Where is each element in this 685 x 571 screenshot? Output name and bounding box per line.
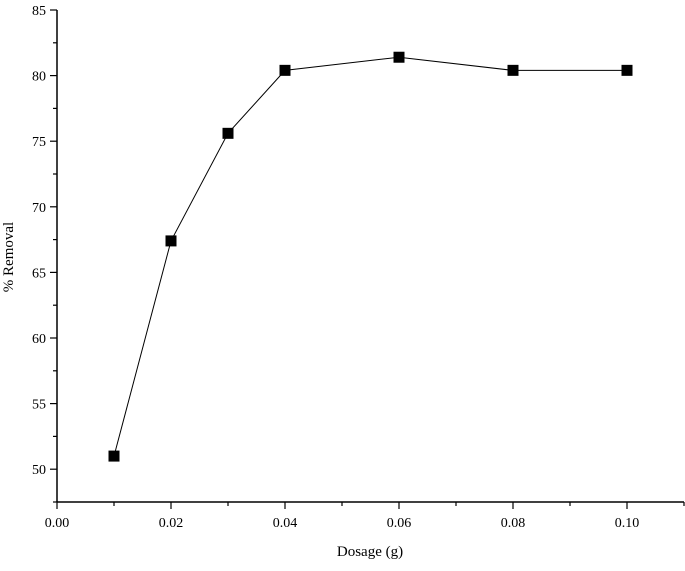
y-tick-label: 60 — [32, 332, 46, 347]
x-tick-label: 0.04 — [273, 516, 298, 531]
x-axis-title: Dosage (g) — [337, 544, 403, 560]
data-point-marker — [108, 450, 120, 462]
y-tick-label: 50 — [32, 463, 46, 478]
data-point-marker — [621, 64, 633, 76]
data-point-marker — [507, 64, 519, 76]
data-point-marker — [165, 235, 177, 247]
y-tick-label: 55 — [32, 398, 46, 413]
y-tick-label: 75 — [32, 135, 46, 150]
data-series — [108, 51, 633, 462]
x-tick-label: 0.00 — [45, 516, 70, 531]
x-tick-label: 0.02 — [159, 516, 184, 531]
ticks: 0.00 0.02 0.04 0.06 0.08 0.10 50 55 60 65 70 75 80 85 — [32, 4, 685, 531]
series-line — [113, 56, 627, 457]
axes — [56, 10, 684, 503]
y-tick-label: 85 — [32, 4, 46, 19]
y-tick-label: 80 — [32, 70, 46, 85]
data-point-marker — [279, 64, 291, 76]
x-tick-label: 0.10 — [615, 516, 640, 531]
data-point-marker — [393, 51, 405, 63]
data-point-marker — [222, 127, 234, 139]
y-tick-label: 65 — [32, 266, 46, 281]
y-tick-label: 70 — [32, 201, 46, 216]
x-tick-label: 0.08 — [501, 516, 526, 531]
x-tick-label: 0.06 — [387, 516, 412, 531]
y-axis-title: % Removal — [1, 222, 17, 292]
